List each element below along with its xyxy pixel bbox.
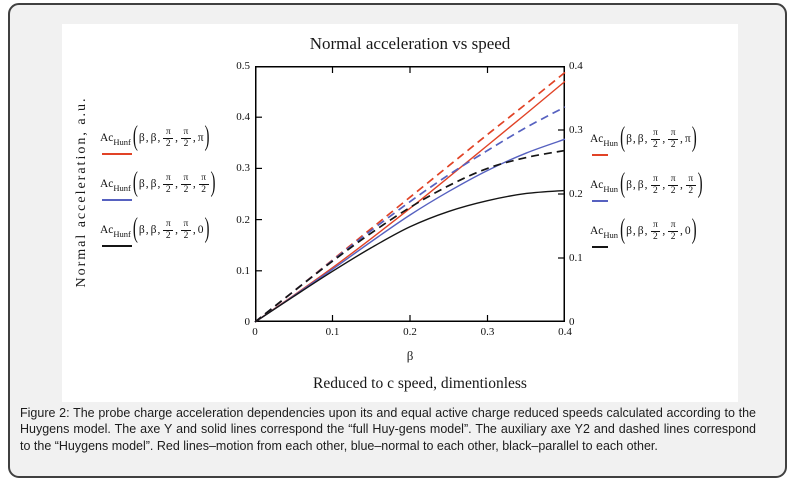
legend-math-expression: Ac Hunf(β, β, π 2, π 2, π) [100,122,210,153]
y-left-tick-label: 0 [244,316,251,328]
legend-entry: Ac Hun(β, β, π 2, π 2, π) [590,123,750,174]
y-left-tick-label: 0.3 [236,162,250,174]
legend-sample-line [102,153,132,156]
legend-entry: Ac Hun(β, β, π 2, π 2, π 2) [590,169,750,220]
legend-sample-line [592,200,608,203]
legend-math-expression: Ac Hunf(β, β, π 2, π 2, π 2) [100,168,216,199]
y-right-tick-label: 0.4 [569,60,583,72]
x-tick-label: 0 [252,326,258,338]
legend-math-expression: Ac Hunf(β, β, π 2, π 2, 0) [100,214,210,245]
legend-math-expression: Ac Hun(β, β, π 2, π 2, π) [590,123,697,154]
x-tick-label: 0.3 [480,326,495,338]
legend-right: Ac Hun(β, β, π 2, π 2, π) Ac Hun(β, β, π 2, π 2, π 2) Ac H… [590,123,750,266]
y-right-tick-label: 0.2 [569,188,583,200]
legend-left: Ac Hunf(β, β, π 2, π 2, π) Ac Hunf(β, β, π 2, π 2, π 2) A… [100,122,260,265]
legend-sample-line [102,245,132,248]
figure-area: Normal acceleration vs speed Normal acce… [62,24,738,402]
legend-math-expression: Ac Hun(β, β, π 2, π 2, 0) [590,215,697,246]
y-right-tick-label: 0.3 [569,124,583,136]
legend-entry: Ac Hun(β, β, π 2, π 2, 0) [590,215,750,266]
plot-border [255,66,565,322]
plot-area [254,66,566,323]
y-axis-title: Normal acceleration, a.u. [74,96,89,288]
x-tick-label: 0.1 [325,326,340,338]
series-line-dashed-4 [254,71,566,323]
y-right-tick-label: 0 [569,316,575,328]
legend-math-expression: Ac Hun(β, β, π 2, π 2, π 2) [590,169,703,200]
figure-panel: Normal acceleration vs speed Normal acce… [8,3,787,478]
legend-entry: Ac Hunf(β, β, π 2, π 2, π) [100,122,260,173]
legend-entry: Ac Hunf(β, β, π 2, π 2, π 2) [100,168,260,219]
figure-caption: Figure 2: The probe charge acceleration … [20,406,756,453]
legend-sample-line [592,246,608,249]
y-left-tick-label: 0.5 [236,60,250,72]
legend-sample-line [592,154,608,157]
chart-title: Normal acceleration vs speed [309,34,511,53]
series-line-dashed-6 [254,149,566,323]
x-tick-label: 0.4 [558,326,572,338]
series-line-solid-3 [254,189,566,323]
x-axis-title: Reduced to c speed, dimentionless [313,375,527,392]
y-left-tick-label: 0.1 [236,265,250,277]
y-right-tick-label: 0.1 [569,252,583,264]
y-left-tick-label: 0.2 [236,214,250,226]
legend-sample-line [102,199,132,202]
x-tick-label: 0.2 [403,326,417,338]
series-line-dashed-5 [254,106,566,323]
y-left-tick-label: 0.4 [236,111,250,123]
x-axis-symbol: β [406,348,414,363]
series-line-solid-2 [254,138,566,323]
legend-entry: Ac Hunf(β, β, π 2, π 2, 0) [100,214,260,265]
